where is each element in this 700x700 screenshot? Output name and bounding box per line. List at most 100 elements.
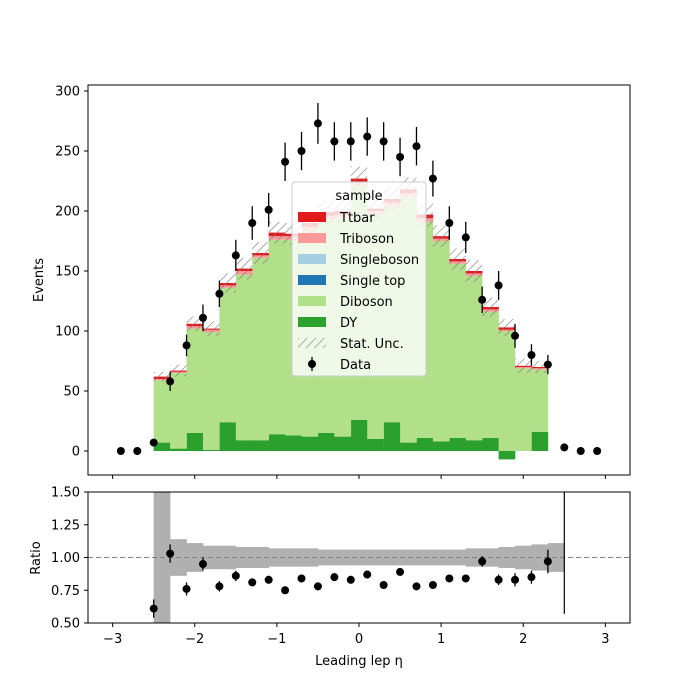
- y-tick-label: 250: [55, 145, 80, 160]
- ratio-unc-bin: [317, 549, 335, 566]
- data-point: [363, 132, 372, 141]
- data-point: [297, 147, 306, 155]
- bar-diboson: [449, 263, 467, 438]
- legend-box: [291, 181, 427, 377]
- ratio-x-tick-label: 1: [437, 632, 445, 647]
- data-point: [511, 331, 520, 340]
- ratio-y-axis-ticks: 0.50 0.75 1.00 1.25 1.50: [51, 486, 88, 632]
- legend-label: Ttbar: [339, 211, 375, 226]
- legend-swatch-triboson: [298, 233, 326, 243]
- stat-unc-hatch: [153, 371, 171, 382]
- data-point: [494, 281, 503, 290]
- bar-dy: [268, 434, 286, 451]
- bar-dy: [350, 419, 368, 451]
- data-points: [116, 103, 602, 455]
- ratio-uncertainty-band: [153, 492, 565, 623]
- legend-label: Stat. Unc.: [340, 337, 404, 352]
- y-tick-label: 100: [55, 325, 80, 340]
- main-y-axis-label: Events: [32, 258, 47, 302]
- bar-diboson: [153, 380, 171, 443]
- data-point: [576, 447, 585, 455]
- bar-diboson: [186, 328, 204, 433]
- bar-diboson: [465, 275, 483, 441]
- stat-unc-hatch: [498, 319, 516, 336]
- data-point: [281, 157, 290, 166]
- bar-dy: [317, 433, 335, 451]
- ratio-point: [231, 571, 240, 580]
- legend-label: Data: [340, 358, 371, 373]
- ratio-point: [478, 557, 487, 566]
- stat-unc-hatch: [449, 248, 466, 270]
- ratio-y-tick-label: 1.00: [51, 551, 80, 566]
- data-point: [461, 233, 470, 242]
- data-point: [248, 219, 257, 227]
- data-point: [527, 351, 536, 359]
- legend-swatch-single-top: [298, 275, 326, 285]
- stat-unc-hatch: [235, 257, 253, 280]
- data-point: [346, 137, 355, 146]
- ratio-x-tick-label: −1: [267, 632, 286, 647]
- legend-label: Diboson: [340, 295, 393, 310]
- data-point: [116, 447, 125, 455]
- ratio-point: [215, 582, 224, 591]
- ratio-point: [543, 557, 552, 566]
- legend-label: Singleboson: [340, 253, 419, 268]
- ratio-x-axis-ticks: −3 −2 −1 0 1 2 3: [103, 623, 610, 647]
- bar-diboson: [531, 369, 549, 432]
- bar-diboson: [202, 332, 220, 450]
- ratio-point: [412, 582, 421, 591]
- y-tick-label: 150: [55, 265, 80, 280]
- data-point: [198, 313, 207, 322]
- ratio-plot-panel: 0.50 0.75 1.00 1.25 1.50 −3 −2 −1 0 1 2 3 Ratio Le…: [29, 486, 631, 669]
- bar-dy: [285, 435, 302, 451]
- bar-dy: [498, 451, 516, 460]
- bar-diboson: [432, 241, 450, 442]
- y-tick-label: 50: [63, 385, 80, 400]
- bar-diboson: [252, 257, 269, 441]
- data-point: [182, 341, 191, 350]
- data-point: [313, 119, 322, 128]
- legend-swatch-stat-unc: [298, 338, 326, 348]
- ratio-x-tick-label: 3: [601, 632, 609, 647]
- stat-unc-hatch: [268, 221, 286, 244]
- ratio-point: [149, 604, 158, 613]
- data-point: [412, 142, 421, 151]
- ratio-point: [182, 584, 191, 593]
- bar-diboson: [219, 287, 237, 423]
- bar-dy: [482, 437, 499, 451]
- bar-dy: [170, 448, 187, 451]
- bar-dy: [449, 437, 467, 451]
- stat-unc-hatch: [202, 321, 220, 336]
- data-point: [330, 137, 339, 146]
- data-point: [133, 447, 142, 455]
- ratio-point: [313, 582, 322, 591]
- ratio-point: [396, 567, 405, 576]
- ratio-point: [264, 575, 273, 584]
- bar-dy: [153, 442, 171, 451]
- ratio-x-tick-label: −3: [103, 632, 122, 647]
- main-plot-panel: 0 50 100 150 200 250 300 Events sample Ttbar Tri…: [32, 84, 631, 479]
- legend-swatch-ttbar: [298, 212, 326, 222]
- ratio-point: [281, 586, 290, 595]
- bar-dy: [202, 449, 220, 451]
- ratio-point: [330, 573, 339, 582]
- data-point: [428, 174, 437, 183]
- data-point: [445, 219, 454, 227]
- legend-title: sample: [335, 189, 382, 204]
- data-point: [478, 295, 487, 304]
- stat-unc-hatch: [515, 358, 532, 373]
- ratio-point: [346, 575, 355, 584]
- data-point: [560, 443, 569, 452]
- stat-unc-hatch: [465, 260, 483, 282]
- legend-swatch-singleboson: [298, 254, 326, 264]
- ratio-unc-bin: [383, 549, 401, 566]
- data-point: [379, 137, 388, 146]
- y-tick-label: 200: [55, 205, 80, 220]
- data-point: [264, 205, 273, 214]
- bar-dy: [219, 422, 237, 451]
- bar-diboson: [235, 274, 253, 441]
- bar-dy: [383, 422, 401, 451]
- main-x-axis-ticks: [112, 475, 606, 479]
- ratio-point: [494, 575, 503, 584]
